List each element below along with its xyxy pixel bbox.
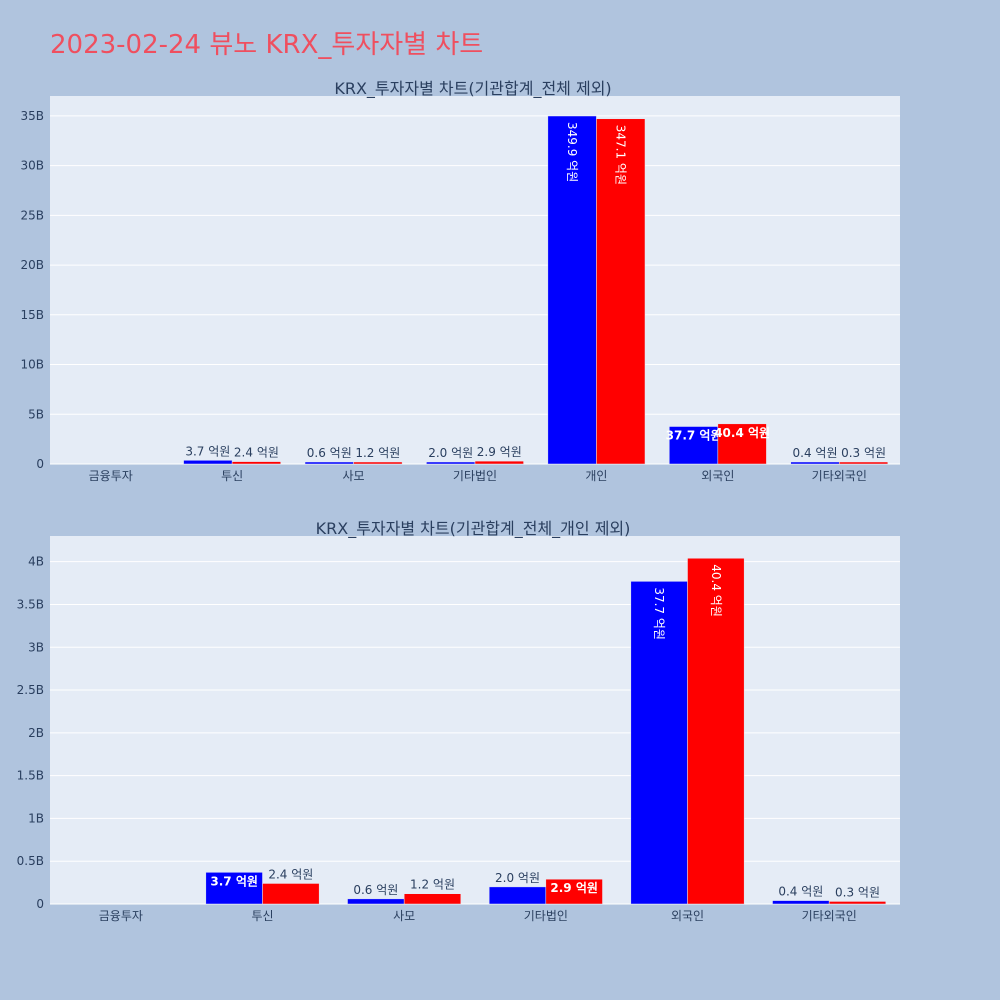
bar — [545, 878, 603, 905]
data-label: 3.7 억원 — [210, 874, 258, 888]
y-tick-label: 1.5B — [17, 769, 44, 783]
bar — [304, 461, 354, 465]
y-tick-label: 3B — [28, 640, 44, 654]
x-tick-label: 기타외국인 — [802, 909, 857, 923]
bar — [596, 118, 646, 465]
x-tick-label: 기타외국인 — [812, 469, 867, 483]
bar — [353, 461, 403, 465]
y-tick-label: 4B — [28, 555, 44, 569]
bar — [183, 460, 233, 465]
y-tick-label: 2.5B — [17, 683, 44, 697]
bar — [262, 883, 320, 905]
data-label: 2.4 억원 — [234, 446, 279, 460]
data-label: 0.4 억원 — [778, 885, 823, 899]
y-tick-label: 0 — [36, 897, 44, 911]
bar — [231, 461, 281, 465]
x-tick-label: 사모 — [343, 469, 365, 483]
data-label: 0.3 억원 — [841, 446, 886, 460]
y-tick-label: 1B — [28, 811, 44, 825]
y-tick-label: 35B — [20, 109, 44, 123]
bar — [630, 581, 688, 905]
x-tick-label: 투신 — [251, 909, 273, 923]
chart-bottom: KRX_투자자별 차트(기관합계_전체_개인 제외) 0 0.5B 1B 1.5B 2B 2… — [17, 519, 900, 923]
data-label: 3.7 억원 — [185, 444, 230, 458]
y-tick-label: 10B — [20, 358, 44, 372]
x-tick-label: 투신 — [221, 469, 243, 483]
bar — [347, 898, 405, 905]
y-tick-label: 5B — [28, 407, 44, 421]
data-label: 0.3 억원 — [835, 885, 880, 899]
x-tick-label: 개인 — [585, 469, 607, 483]
x-tick-label: 외국인 — [701, 469, 734, 483]
data-label: 40.4 억원 — [709, 564, 723, 617]
data-label: 0.6 억원 — [353, 883, 398, 897]
chart-panel-bottom: KRX_투자자별 차트(기관합계_전체_개인 제외) 0 0.5B 1B 1.5B 2B 2… — [0, 510, 1000, 930]
data-label: 0.6 억원 — [307, 446, 352, 460]
data-label: 349.9 억원 — [565, 122, 579, 182]
data-label: 2.0 억원 — [495, 871, 540, 885]
bar — [488, 886, 547, 905]
chart-title: KRX_투자자별 차트(기관합계_전체 제외) — [334, 79, 611, 99]
data-label: 347.1 억원 — [614, 125, 628, 185]
data-label: 2.4 억원 — [268, 867, 313, 881]
y-tick-label: 20B — [20, 258, 44, 272]
bar — [403, 893, 462, 905]
data-label: 40.4 억원 — [714, 426, 770, 440]
data-label: 37.7 억원 — [652, 587, 666, 640]
y-tick-label: 0 — [36, 457, 44, 471]
y-tick-label: 2B — [28, 726, 44, 740]
data-label: 37.7 억원 — [666, 429, 722, 443]
x-tick-label: 금융투자 — [99, 909, 143, 923]
x-tick-label: 기타법인 — [453, 469, 497, 483]
plot-background — [50, 536, 900, 904]
bar — [687, 558, 745, 905]
bar — [717, 423, 767, 465]
page-title: 2023-02-24 뷰노 KRX_투자자별 차트 — [50, 30, 484, 60]
y-tick-label: 25B — [20, 208, 44, 222]
bar — [772, 900, 830, 905]
bar — [839, 461, 889, 465]
x-tick-label: 금융투자 — [89, 469, 133, 483]
y-tick-label: 3.5B — [17, 597, 44, 611]
x-tick-label: 기타법인 — [524, 909, 568, 923]
y-tick-label: 0.5B — [17, 854, 44, 868]
x-tick-label: 사모 — [393, 909, 415, 923]
bar — [828, 901, 887, 905]
data-label: 1.2 억원 — [355, 446, 400, 460]
chart-panel-top: KRX_투자자별 차트(기관합계_전체 제외) 0 5B 10B 15B 20B 25B 30… — [0, 70, 1000, 490]
bar — [474, 460, 524, 465]
data-label: 2.9 억원 — [550, 881, 598, 895]
bar — [547, 115, 597, 465]
y-tick-label: 15B — [20, 308, 44, 322]
bar — [790, 461, 840, 465]
bar — [426, 461, 476, 465]
chart-top: KRX_투자자별 차트(기관합계_전체 제외) 0 5B 10B 15B 20B 25B 30… — [20, 79, 900, 483]
y-tick-label: 30B — [20, 159, 44, 173]
data-label: 0.4 억원 — [793, 446, 838, 460]
x-tick-label: 외국인 — [671, 909, 704, 923]
data-label: 2.0 억원 — [428, 446, 473, 460]
chart-title: KRX_투자자별 차트(기관합계_전체_개인 제외) — [316, 519, 631, 539]
data-label: 2.9 억원 — [477, 445, 522, 459]
plot-background — [50, 96, 900, 464]
data-label: 1.2 억원 — [410, 878, 455, 892]
